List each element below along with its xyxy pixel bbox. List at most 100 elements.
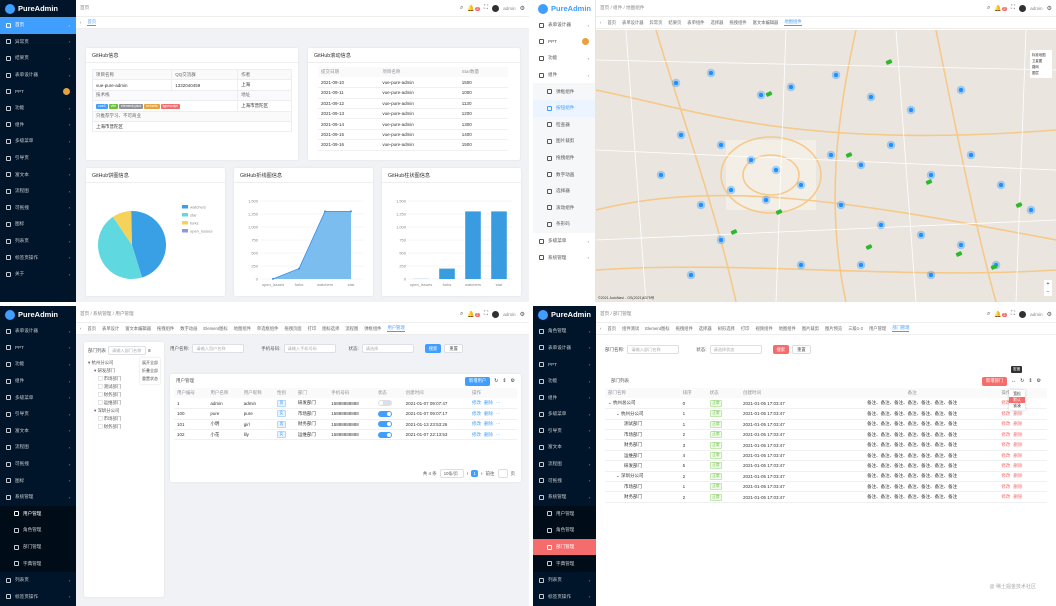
tree-node[interactable]: ▢ 财务部门 (88, 423, 160, 431)
tab[interactable]: 表单设计器 (622, 19, 644, 25)
edit-link[interactable]: 修改 (1001, 442, 1011, 448)
search-icon[interactable]: ⌕ (987, 4, 991, 11)
menu-item[interactable]: 引导页 › (0, 150, 76, 167)
tree-action[interactable]: 展开全部 (142, 360, 158, 365)
tab[interactable]: 表单组件 (687, 19, 705, 25)
tab[interactable]: 拖拽页面 (284, 325, 302, 331)
tab[interactable]: 富文本编辑器 (752, 19, 779, 25)
pie-slice[interactable] (112, 211, 132, 245)
map-canvas[interactable]: 标准地图 卫星图 路网 图层 + − ©2021 AutoNavi - GS(20… (596, 30, 1056, 302)
bell-icon[interactable]: 🔔 2 (994, 311, 1007, 318)
tree-node[interactable]: ▢ 市场部门 (88, 415, 160, 423)
user-name[interactable]: admin (1030, 311, 1043, 317)
tab[interactable]: 打印 (740, 325, 750, 331)
menu-item[interactable]: 多级菜单 › (0, 133, 76, 150)
map-marker[interactable] (876, 220, 886, 230)
prev-icon[interactable]: ‹ (466, 470, 469, 477)
menu-item[interactable]: 引导页 › (0, 406, 76, 423)
tab[interactable]: 表单设计 (102, 325, 120, 331)
map-marker[interactable] (756, 90, 766, 100)
menu-item[interactable]: 检查器 (533, 116, 595, 134)
map-marker[interactable] (796, 260, 806, 270)
menu-item[interactable]: 组件 › (533, 67, 595, 84)
data-point[interactable] (298, 267, 300, 270)
refresh-icon[interactable]: ↻ (1020, 378, 1025, 384)
tree-node[interactable]: ▾ 研发部门 (88, 367, 160, 375)
density-option[interactable]: 紧凑 (1013, 404, 1021, 408)
menu-item[interactable]: 多级菜单 › (0, 389, 76, 406)
tabs-left-icon[interactable]: ‹ (600, 20, 602, 25)
edit-link[interactable]: 修改 (472, 431, 481, 437)
search-icon[interactable]: ⌕ (987, 310, 991, 317)
tab-home[interactable]: 首页 (87, 19, 97, 26)
delete-link[interactable]: 删除 (1013, 473, 1023, 479)
gear-icon[interactable]: ⚙ (1046, 5, 1052, 12)
map-marker[interactable] (726, 185, 736, 195)
menu-item[interactable]: 用户管理 (0, 505, 76, 523)
map-marker[interactable] (746, 155, 756, 165)
menu-item[interactable]: 富文本 › (533, 439, 596, 456)
tab[interactable]: 首页 (607, 19, 617, 25)
menu-item[interactable]: 首页 › (0, 17, 76, 34)
menu-item[interactable]: 富文本 › (0, 423, 76, 440)
density-icon[interactable]: ⇕ (1028, 378, 1033, 384)
menu-item[interactable]: 字典管理 (533, 555, 596, 572)
tab[interactable]: 地图组件 (233, 325, 251, 331)
legend-item[interactable]: 卫星图 (1032, 59, 1043, 63)
status-toggle[interactable] (377, 431, 392, 438)
edit-link[interactable]: 修改 (1001, 483, 1011, 489)
menu-item[interactable]: 标签页操作 › (533, 589, 596, 606)
menu-item[interactable]: 表单设计器 › (533, 17, 595, 34)
bar[interactable] (439, 268, 455, 279)
map-marker[interactable] (886, 140, 896, 150)
menu-item[interactable]: 可拖拽 › (533, 472, 596, 489)
delete-link[interactable]: 删除 (1013, 410, 1023, 416)
caret-down-icon[interactable]: ⌄ (616, 410, 622, 416)
page-button[interactable]: 1 (471, 470, 478, 477)
menu-item[interactable]: 系统管理 › (0, 489, 76, 506)
menu-item[interactable]: 标签页操作 › (0, 249, 76, 266)
edit-link[interactable]: 修改 (1001, 431, 1011, 437)
breadcrumb[interactable]: 首页 (80, 5, 90, 10)
map-marker[interactable] (836, 200, 846, 210)
menu-item[interactable]: 表单设计器 › (0, 67, 76, 84)
settings-icon[interactable]: ⚙ (510, 378, 515, 384)
fullscreen-icon[interactable]: ⛶ (1010, 310, 1016, 317)
menu-item[interactable]: 列表页 › (533, 572, 596, 589)
edit-link[interactable]: 修改 (472, 400, 481, 406)
edit-link[interactable]: 修改 (472, 421, 481, 427)
map-marker[interactable] (786, 82, 796, 92)
menu-item[interactable]: 滚动组件 (533, 199, 595, 217)
username-input[interactable]: 请输入用户名称 (192, 344, 245, 353)
dept-search-input[interactable]: 请输入部门名称 (108, 346, 146, 355)
caret-down-icon[interactable]: ⌄ (616, 473, 622, 479)
tab[interactable]: 拖拽组件 (675, 325, 693, 331)
tree-action[interactable]: 重置状态 (142, 376, 158, 381)
map-marker[interactable] (926, 270, 936, 280)
tab[interactable]: 首页 (607, 325, 617, 331)
data-point[interactable] (272, 277, 274, 280)
fullscreen-icon[interactable]: ⛶ (483, 4, 489, 11)
menu-item[interactable]: 功能 › (533, 50, 595, 67)
reset-button[interactable]: 重置 (444, 344, 463, 353)
tab[interactable]: 图标选择 (322, 325, 340, 331)
menu-item[interactable]: 按钮组件 (533, 99, 595, 117)
tab[interactable]: 树形选择 (717, 325, 735, 331)
fullscreen-icon[interactable]: ⛶ (483, 310, 489, 317)
menu-item[interactable]: 图标 › (0, 472, 76, 489)
breadcrumb[interactable]: 首页 / 系统管理 / 用户管理 (80, 311, 134, 316)
more-link[interactable]: ··· (496, 400, 501, 406)
tree-node[interactable]: ▢ 市场部门 (88, 375, 160, 383)
map-marker[interactable] (686, 270, 696, 280)
tabs-left-icon[interactable]: ‹ (600, 326, 602, 331)
settings-icon[interactable]: ⚙ (1036, 378, 1041, 384)
menu-item[interactable]: 角色管理 (0, 522, 76, 539)
delete-link[interactable]: 删除 (484, 400, 493, 406)
menu-item[interactable]: 部门管理 (0, 538, 76, 556)
menu-item[interactable]: 标签页操作 › (0, 589, 76, 606)
tab[interactable]: 首页 (87, 325, 97, 331)
menu-item[interactable]: 系统管理 › (533, 249, 595, 266)
tab[interactable]: 异常页 (649, 19, 663, 25)
user-name[interactable]: admin (503, 5, 516, 11)
menu-item[interactable]: 列表页 › (0, 233, 76, 250)
